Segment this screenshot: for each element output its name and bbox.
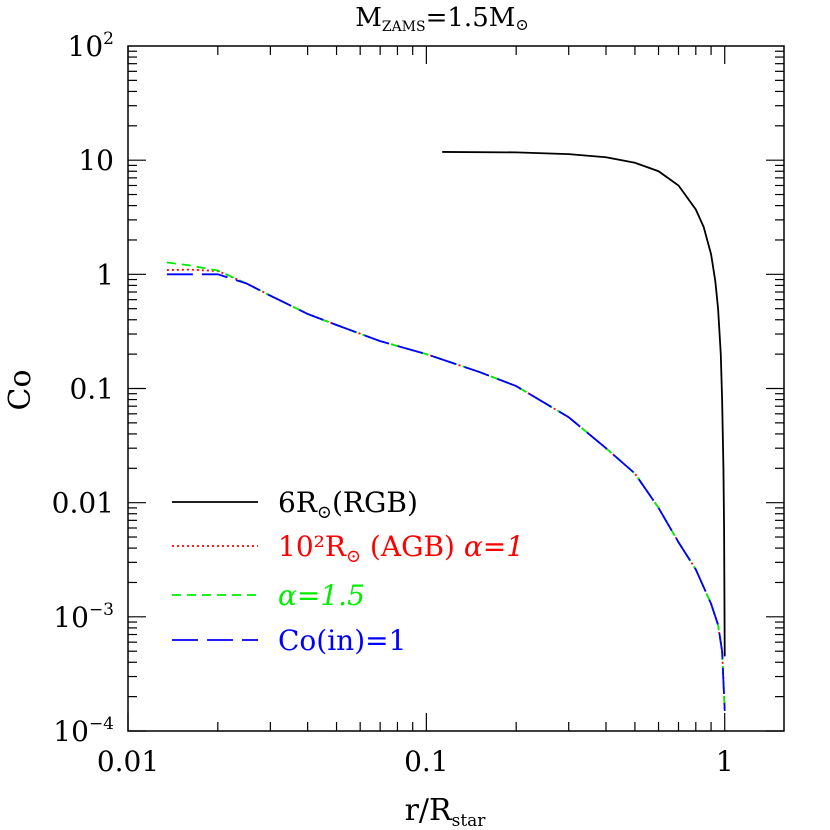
y-tick-label: 0.1 xyxy=(69,373,114,406)
legend-label-2: 10²R⊙ (AGB) α=1 xyxy=(278,530,524,567)
series-line-2 xyxy=(166,268,726,711)
y-tick-label: 1 xyxy=(96,258,114,291)
y-tick-label: 0.01 xyxy=(52,487,114,520)
x-tick-label: 1 xyxy=(716,745,734,778)
chart-title: MZAMS=1.5M⊙ xyxy=(355,3,529,35)
x-tick-label: 0.01 xyxy=(97,745,159,778)
x-axis-label: r/Rstar xyxy=(405,793,487,830)
title-sub: ZAMS xyxy=(382,19,426,35)
xlabel-sub: star xyxy=(452,811,487,830)
y-tick-label: 10−4 xyxy=(53,714,114,748)
axis-tick-labels: 0.01 0.1 1 10−4 10−3 0.01 0.1 1 10 102 xyxy=(52,29,734,778)
title-sun: ⊙ xyxy=(515,15,528,34)
y-tick-label: 10 xyxy=(78,144,114,177)
title-eq: =1.5M xyxy=(426,3,516,33)
series-line-4 xyxy=(166,273,726,711)
series-line-3 xyxy=(166,261,726,711)
legend-label-4: Co(in)=1 xyxy=(278,624,406,657)
title-main: M xyxy=(355,3,382,33)
plot-frame xyxy=(127,45,785,732)
y-axis-label: Co xyxy=(3,369,38,410)
legend: 6R⊙(RGB) 10²R⊙ (AGB) α=1 α=1.5 Co(in)=1 xyxy=(172,486,524,657)
x-tick-label: 0.1 xyxy=(404,745,449,778)
legend-label-3: α=1.5 xyxy=(278,579,365,612)
series-line-1 xyxy=(442,151,726,657)
axis-ticks xyxy=(127,46,784,732)
y-tick-label: 102 xyxy=(68,29,114,63)
legend-label-1: 6R⊙(RGB) xyxy=(278,486,418,523)
xlabel-main: r/R xyxy=(405,793,453,828)
series-lines xyxy=(166,151,726,711)
y-tick-label: 10−3 xyxy=(53,600,114,634)
